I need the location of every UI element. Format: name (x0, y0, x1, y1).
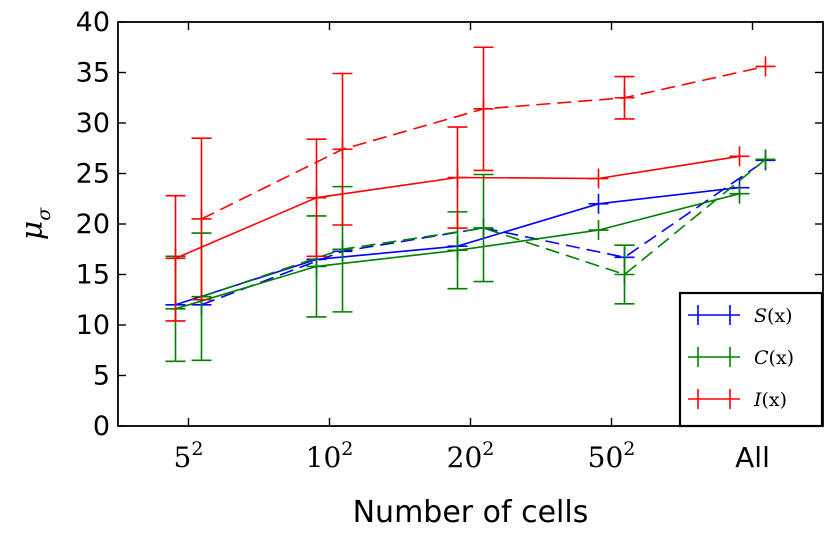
series-sx (165, 150, 776, 315)
y-tick-label: 25 (76, 159, 110, 190)
x-tick-label: 52 (174, 438, 204, 474)
legend-box (678, 291, 824, 428)
x-axis-label: Number of cells (353, 495, 589, 530)
y-tick-label: 15 (76, 260, 110, 291)
legend-label: I(x) (753, 389, 787, 411)
y-tick-label: 20 (76, 209, 110, 240)
y-axis-label: μσ (15, 207, 55, 241)
y-tick-label: 40 (76, 7, 110, 38)
series-line-sx-dashed (201, 159, 766, 306)
series-ix (165, 46, 776, 322)
y-tick-label: 10 (76, 310, 110, 341)
y-tick-label: 35 (76, 58, 110, 89)
y-tick-label: 30 (76, 108, 110, 139)
y-tick-label: 0 (93, 411, 110, 442)
x-tick-label: 202 (447, 438, 495, 474)
legend-item-sx: S(x) (688, 305, 793, 327)
legend-item-ix: I(x) (688, 389, 787, 411)
legend-item-cx: C(x) (688, 347, 794, 369)
y-tick-label: 5 (93, 361, 110, 392)
x-tick-label: All (735, 441, 770, 474)
legend-label: S(x) (754, 305, 793, 327)
legend-label: C(x) (754, 347, 794, 369)
x-tick-label: 102 (306, 438, 354, 474)
x-tick-label: 502 (588, 438, 636, 474)
